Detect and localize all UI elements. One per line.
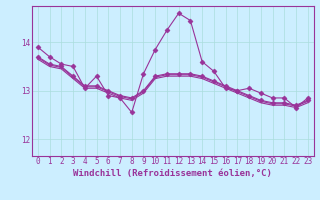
- X-axis label: Windchill (Refroidissement éolien,°C): Windchill (Refroidissement éolien,°C): [73, 169, 272, 178]
